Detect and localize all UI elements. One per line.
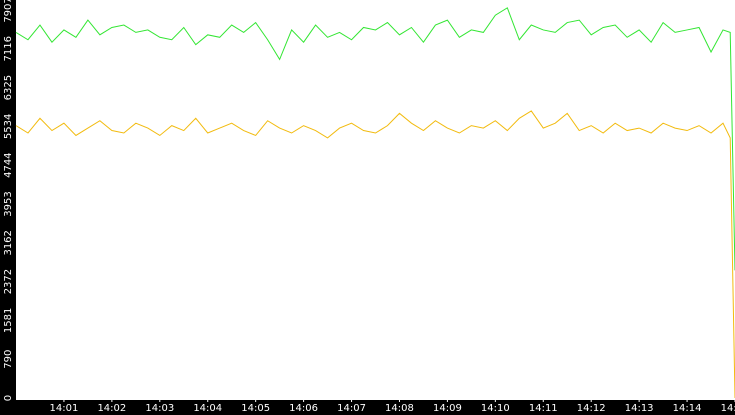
x-tick-label: 14:05 (241, 403, 270, 414)
y-tick-label: 2372 (3, 269, 14, 294)
x-tick-label: 14:06 (289, 403, 318, 414)
x-tick-label: 14:08 (385, 403, 414, 414)
x-tick-label: 14:02 (97, 403, 126, 414)
y-tick-label: 5534 (3, 114, 14, 139)
y-tick-label: 1581 (3, 308, 14, 333)
y-tick-label: 3162 (3, 230, 14, 255)
y-tick-label: 3953 (3, 191, 14, 216)
x-tick-label: 14:01 (50, 403, 79, 414)
y-tick-label: 0 (3, 395, 14, 401)
y-tick-label: 790 (3, 350, 14, 369)
y-tick-label: 4744 (3, 152, 14, 177)
x-tick-label: 14:07 (337, 403, 366, 414)
y-tick-label: 7907 (3, 0, 14, 23)
x-tick-label: 14:12 (577, 403, 606, 414)
x-tick-label: 14:11 (529, 403, 558, 414)
series-line (15, 110, 735, 399)
x-tick-label: 14:14 (673, 403, 702, 414)
y-axis-band (0, 0, 16, 415)
y-tick-label: 6325 (3, 75, 14, 100)
x-tick-label: 14:03 (145, 403, 174, 414)
x-tick-label: 14:13 (625, 403, 654, 414)
x-tick-label: 14:09 (433, 403, 462, 414)
x-tick-label: 14:10 (481, 403, 510, 414)
y-tick-label: 7116 (3, 36, 14, 61)
series-line (15, 7, 735, 271)
x-axis-band (0, 400, 735, 415)
x-tick-label: 14:04 (193, 403, 222, 414)
x-tick-label: 14:15 (721, 403, 735, 414)
